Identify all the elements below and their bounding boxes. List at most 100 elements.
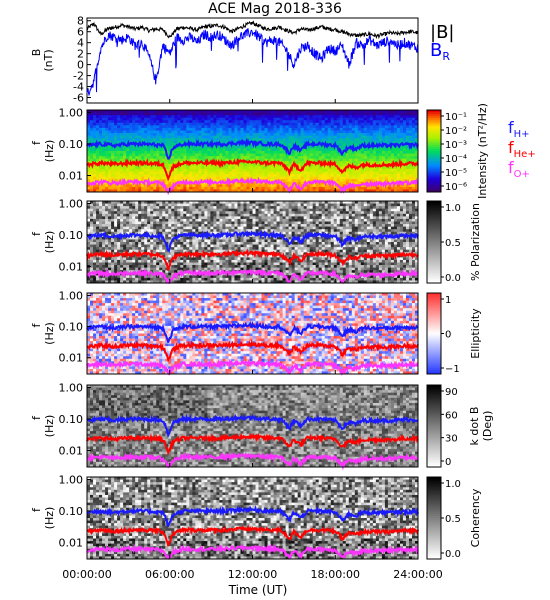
spectrogram-cell <box>204 171 208 175</box>
spectrogram-cell <box>201 125 205 129</box>
spectrogram-cell <box>195 213 199 217</box>
spectrogram-cell <box>144 226 148 230</box>
spectrogram-cell <box>414 140 419 144</box>
spectrogram-cell <box>285 158 290 162</box>
spectrogram-cell <box>303 203 308 207</box>
spectrogram-cell <box>321 148 326 152</box>
spectrogram-cell <box>204 206 208 210</box>
spectrogram-cell <box>147 117 151 121</box>
spectrogram-cell <box>189 151 193 154</box>
spectrogram-cell <box>168 224 172 228</box>
spectrogram-cell <box>222 112 226 116</box>
spectrogram-cell <box>99 171 103 175</box>
spectrogram-cell <box>216 213 220 217</box>
spectrogram-cell <box>162 211 166 215</box>
spectrogram-cell <box>294 151 299 154</box>
spectrogram-cell <box>276 189 280 193</box>
spectrogram-cell <box>366 138 371 142</box>
spectrogram-cell <box>246 221 250 225</box>
b-r-line <box>86 28 419 97</box>
spectrogram-cell <box>363 122 368 126</box>
spectrogram-cell <box>186 186 190 190</box>
spectrogram-cell <box>369 125 374 129</box>
spectrogram-cell <box>294 122 299 126</box>
spectrogram-cell <box>138 224 142 228</box>
spectrogram-cell <box>177 156 181 160</box>
spectrogram-cell <box>162 229 166 233</box>
spectrogram-cell <box>315 203 320 207</box>
spectrogram-cell <box>204 216 208 220</box>
spectrogram-cell <box>225 135 229 139</box>
spectrogram-cell <box>336 224 341 228</box>
spectrogram-cell <box>234 148 238 152</box>
spectrogram-cell <box>342 221 347 225</box>
spectrogram-cell <box>147 120 151 124</box>
spectrogram-cell <box>306 213 311 217</box>
spectrogram-cell <box>285 229 290 233</box>
spectrogram-cell <box>201 122 205 126</box>
spectrogram-cell <box>261 206 265 210</box>
spectrogram-cell <box>300 148 305 152</box>
spectrogram-cell <box>126 208 130 212</box>
spectrogram-cell <box>411 156 416 160</box>
spectrogram-cell <box>249 166 253 170</box>
spectrogram-cell <box>363 179 368 183</box>
spectrogram-cell <box>372 120 377 124</box>
spectrogram-cell <box>315 115 320 119</box>
spectrogram-cell <box>213 158 217 162</box>
spectrogram-cell <box>387 110 392 113</box>
spectrogram-cell <box>174 206 178 210</box>
spectrogram-cell <box>126 145 130 149</box>
spectrogram-cell <box>144 122 148 126</box>
spectrogram-cell <box>399 208 404 212</box>
spectrogram-cell <box>189 130 193 134</box>
spectrogram-cell <box>138 166 142 170</box>
spectrogram-cell <box>246 224 250 228</box>
spectrogram-cell <box>150 153 154 157</box>
spectrogram-cell <box>357 125 362 129</box>
spectrogram-cell <box>378 168 383 172</box>
spectrogram-cell <box>171 213 175 217</box>
spectrogram-cell <box>342 158 347 162</box>
spectrogram-cell <box>264 140 268 144</box>
spectrogram-cell <box>330 156 335 160</box>
spectrogram-cell <box>306 184 311 188</box>
spectrogram-cell <box>282 120 286 124</box>
spectrogram-cell <box>384 184 389 188</box>
spectrogram-cell <box>195 168 199 172</box>
spectrogram-cell <box>99 122 103 126</box>
spectrogram-cell <box>288 130 293 134</box>
spectrogram-cell <box>408 163 413 167</box>
spectrogram-cell <box>312 171 317 175</box>
spectrogram-cell <box>270 122 274 126</box>
spectrogram-cell <box>150 115 154 119</box>
spectrogram-cell <box>189 153 193 157</box>
spectrogram-cell <box>309 229 314 233</box>
spectrogram-cell <box>183 226 187 230</box>
spectrogram-cell <box>348 168 353 172</box>
spectrogram-cell <box>372 145 377 149</box>
spectrogram-cell <box>252 158 256 162</box>
spectrogram-cell <box>243 112 247 116</box>
spectrogram-cell <box>249 226 253 230</box>
spectrogram-cell <box>186 135 190 139</box>
spectrogram-cell <box>141 166 145 170</box>
spectrogram-cell <box>360 206 365 210</box>
spectrogram-cell <box>345 122 350 126</box>
spectrogram-cell <box>297 171 302 175</box>
spectrogram-cell <box>342 135 347 139</box>
spectrogram-cell <box>384 122 389 126</box>
spectrogram-cell <box>309 176 314 180</box>
spectrogram-cell <box>321 151 326 154</box>
spectrogram-cell <box>153 203 157 207</box>
spectrogram-cell <box>102 151 106 154</box>
spectrogram-cell <box>282 218 286 222</box>
spectrogram-cell <box>411 158 416 162</box>
spectrogram-cell <box>309 117 314 121</box>
spectrogram-cell <box>261 208 265 212</box>
spectrogram-cell <box>255 156 259 160</box>
spectrogram-cell <box>213 156 217 160</box>
spectrogram-cell <box>240 189 244 193</box>
spectrogram-cell <box>387 120 392 124</box>
spectrogram-cell <box>114 226 118 230</box>
